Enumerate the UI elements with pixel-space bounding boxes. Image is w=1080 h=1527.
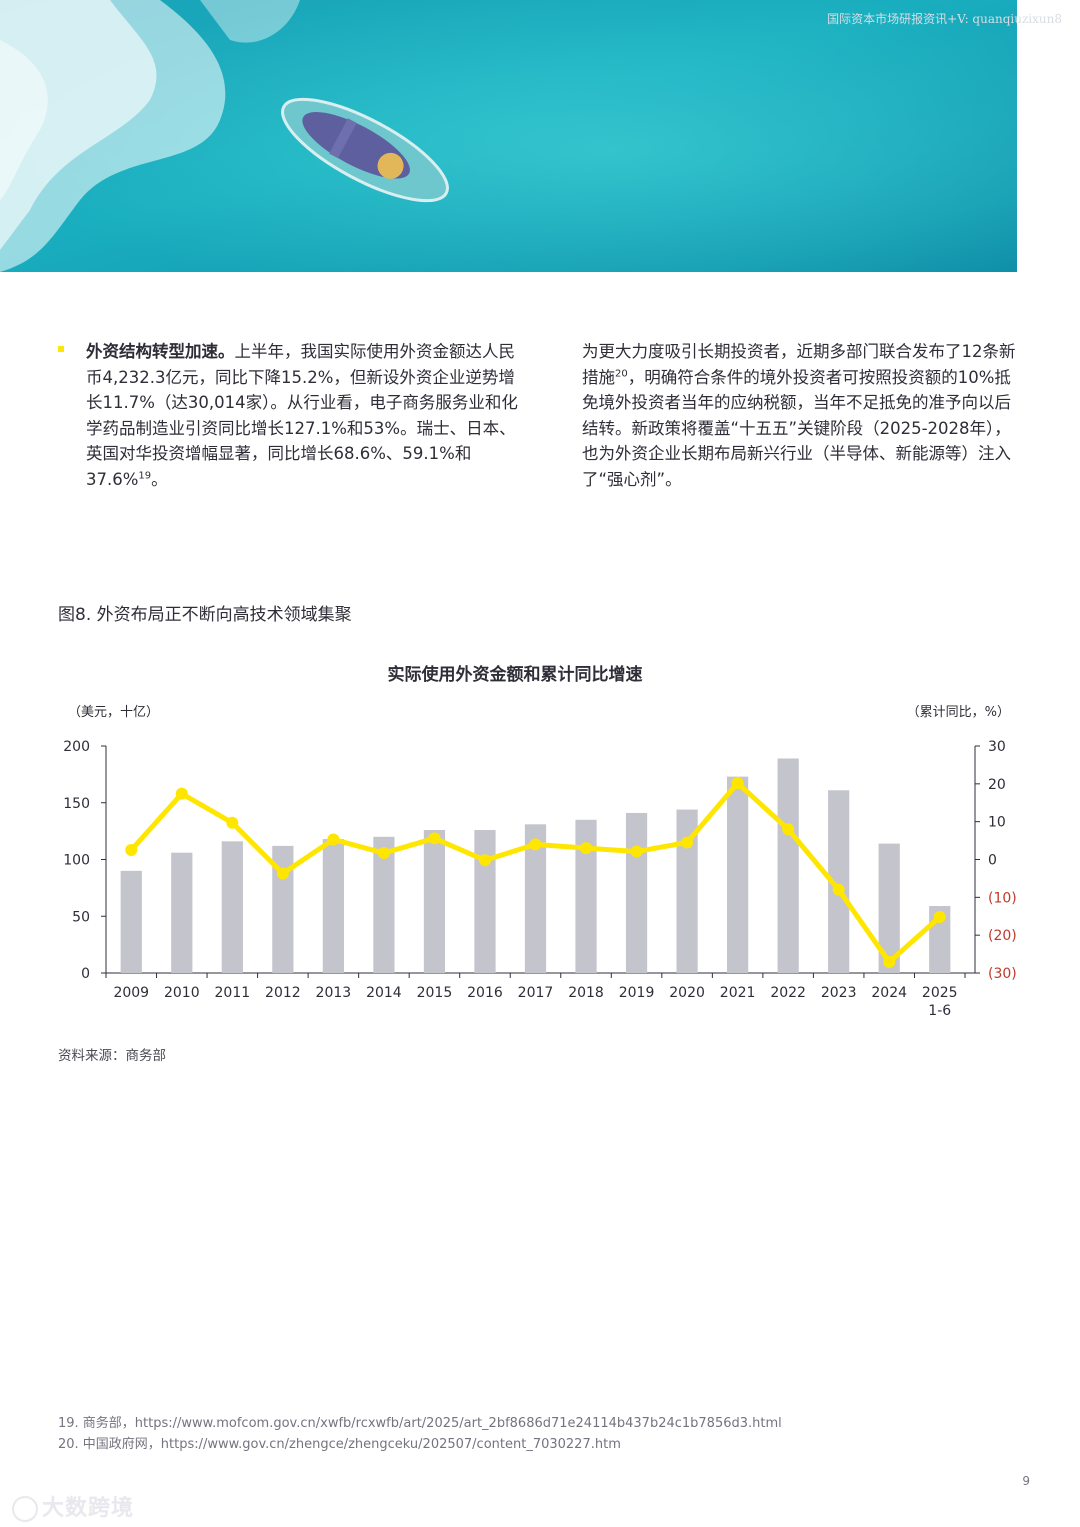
footnote-19: 19. 商务部，https://www.mofcom.gov.cn/xwfb/r… (58, 1416, 782, 1431)
left-paragraph: 外资结构转型加速。上半年，我国实际使用外资金额达人民币4,232.3亿元，同比下… (86, 339, 526, 492)
bar (322, 839, 344, 973)
logo-watermark: 大数跨境 (12, 1490, 134, 1522)
y2-tick-label: 30 (988, 739, 1006, 755)
y-tick-label: 0 (81, 966, 90, 982)
logo-icon (12, 1496, 38, 1522)
y-axis-title: （美元，十亿） (68, 705, 159, 720)
bar (120, 870, 142, 973)
growth-point (782, 823, 795, 836)
bar (171, 852, 193, 973)
growth-point (125, 844, 138, 857)
hero-image (0, 0, 1017, 272)
figure-title: 图8. 外资布局正不断向高技术领域集聚 (58, 605, 352, 625)
paragraph-end: 。 (151, 469, 168, 489)
x-tick-label: 2010 (164, 985, 200, 1001)
x-tick-label: 2024 (871, 985, 907, 1001)
page-number: 9 (1022, 1474, 1030, 1488)
growth-point (933, 911, 946, 924)
y2-tick-label: (30) (988, 966, 1017, 982)
bullet-marker (58, 346, 64, 352)
x-tick-label: 2021 (720, 985, 756, 1001)
bar (878, 843, 900, 973)
paragraph-part2: ，明确符合条件的境外投资者可按照投资额的10%抵免境外投资者当年的应纳税额，当年… (582, 367, 1011, 489)
x-tick-label: 2016 (467, 985, 503, 1001)
bar (524, 824, 547, 973)
source-note: 资料来源：商务部 (58, 1048, 166, 1064)
x-tick-label: 2011 (215, 985, 251, 1001)
growth-point (883, 956, 896, 969)
x-tick-label: 2018 (568, 985, 604, 1001)
bar (423, 829, 446, 973)
growth-point (428, 832, 441, 845)
x-tick-label: 2022 (770, 985, 806, 1001)
footnote-20: 20. 中国政府网，https://www.gov.cn/zhengce/zhe… (58, 1437, 621, 1452)
x-tick-label: 2025 (922, 985, 958, 1001)
x-tick-label: 2023 (821, 985, 857, 1001)
growth-point (681, 836, 694, 849)
bar (474, 829, 496, 973)
paragraph-heading: 外资结构转型加速。 (86, 342, 235, 361)
y-tick-label: 150 (63, 796, 90, 812)
y2-tick-label: (10) (988, 890, 1017, 906)
watermark-text: 国际资本市场研报资讯+V: quanqiuzixun8 (827, 12, 1062, 26)
boat-ocean-illustration (0, 0, 1017, 272)
growth-point (731, 777, 744, 790)
x-tick-label: 2013 (316, 985, 352, 1001)
growth-point (175, 787, 188, 800)
bar (221, 841, 243, 973)
x-tick-label: 2020 (669, 985, 705, 1001)
growth-point (327, 833, 340, 846)
growth-point (630, 845, 643, 858)
footnote-ref: 19 (138, 470, 152, 481)
bar (272, 845, 294, 973)
y2-axis-title: （累计同比，%） (907, 705, 1010, 720)
bar (575, 819, 597, 973)
y2-tick-label: 10 (988, 815, 1006, 831)
bar (828, 790, 850, 973)
x-tick-label: 2019 (619, 985, 655, 1001)
x-tick-label: 2015 (417, 985, 453, 1001)
bar (676, 809, 698, 973)
chart-title: 实际使用外资金额和累计同比增速 (387, 665, 643, 685)
right-paragraph: 为更大力度吸引长期投资者，近期多部门联合发布了12条新措施20，明确符合条件的境… (582, 339, 1022, 492)
paragraph-body: 上半年，我国实际使用外资金额达人民币4,232.3亿元，同比下降15.2%，但新… (86, 342, 518, 489)
growth-point (529, 838, 542, 851)
bar (777, 758, 799, 973)
growth-point (580, 842, 593, 855)
growth-point (478, 854, 491, 867)
x-tick-label: 2014 (366, 985, 402, 1001)
x-tick-label: 2017 (518, 985, 554, 1001)
y2-tick-label: 0 (988, 853, 997, 869)
growth-point (226, 816, 239, 829)
bar (625, 812, 648, 973)
bar (373, 836, 395, 973)
x-tick-label: 2012 (265, 985, 301, 1001)
y-tick-label: 50 (72, 909, 90, 925)
growth-point (832, 883, 845, 896)
growth-point (377, 847, 390, 860)
bar (727, 776, 749, 973)
logo-text: 大数跨境 (42, 1496, 135, 1521)
y2-tick-label: (20) (988, 928, 1017, 944)
y-tick-label: 100 (63, 853, 90, 869)
growth-point (276, 867, 289, 880)
x-tick-label: 2009 (113, 985, 149, 1001)
footnote-ref: 20 (615, 368, 628, 379)
paragraph-part1: 为更大力度吸引长期投资者，近期多部门联合发布了12条新措施 (582, 342, 1016, 387)
x-tick-sublabel: 1-6 (928, 1003, 951, 1019)
y-tick-label: 200 (63, 739, 90, 755)
y2-tick-label: 20 (988, 777, 1006, 793)
